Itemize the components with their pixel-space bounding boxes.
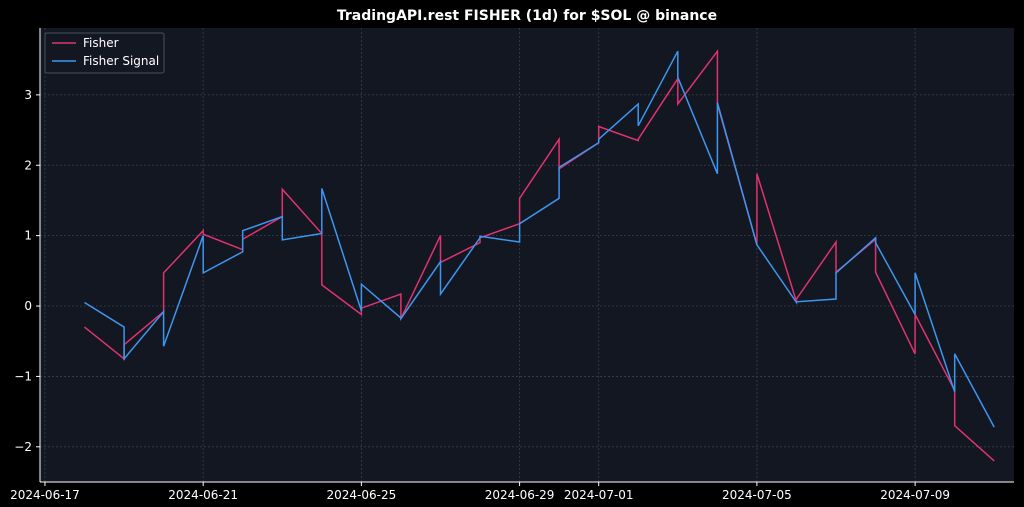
- series-line-fisher-signal: [84, 50, 995, 428]
- x-tick-label: 2024-06-17: [10, 488, 80, 502]
- x-tick-label: 2024-07-09: [880, 488, 950, 502]
- series-layer: [84, 48, 995, 462]
- y-tick-label: 2: [24, 158, 32, 172]
- x-tick-label: 2024-06-29: [485, 488, 555, 502]
- y-tick-label: 0: [24, 299, 32, 313]
- x-tick-label: 2024-07-05: [722, 488, 792, 502]
- chart-title: TradingAPI.rest FISHER (1d) for $SOL @ b…: [337, 8, 717, 24]
- y-tick-label: 1: [24, 229, 32, 243]
- y-tick-label: −2: [14, 440, 32, 454]
- legend-label-fisher-signal: Fisher Signal: [83, 54, 159, 68]
- x-tick-label: 2024-06-21: [168, 488, 238, 502]
- y-tick-label: −1: [14, 369, 32, 383]
- x-tick-label: 2024-06-25: [326, 488, 396, 502]
- legend-label-fisher: Fisher: [83, 36, 119, 50]
- plot-area: [40, 28, 1014, 482]
- axes-layer: −2 −1 0 1 2 3 2024-06-17 2024-06-21 2024-06-25 20…: [10, 28, 1014, 502]
- x-tick-label: 2024-07-01: [564, 488, 634, 502]
- legend: Fisher Fisher Signal: [44, 32, 165, 74]
- y-tick-label: 3: [24, 88, 32, 102]
